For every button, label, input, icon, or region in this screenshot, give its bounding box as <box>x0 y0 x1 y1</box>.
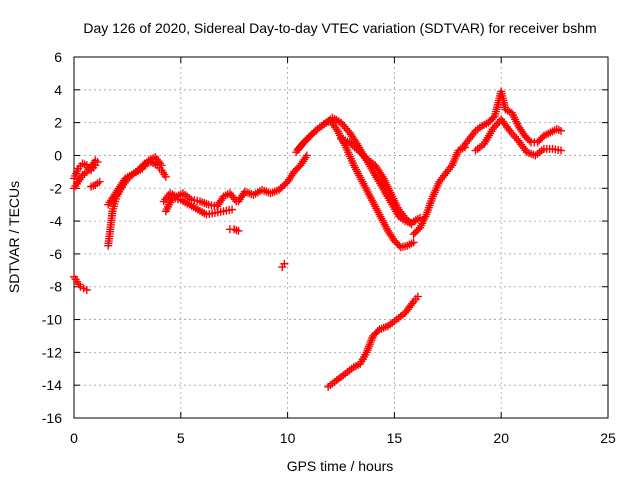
data-point-interp <box>408 299 417 308</box>
series-arc-rise <box>409 143 469 239</box>
x-axis-label: GPS time / hours <box>287 458 394 474</box>
data-point <box>557 146 566 155</box>
x-tick-label: 25 <box>600 430 616 446</box>
y-tick-label: -6 <box>50 246 63 262</box>
series-arc-hump-3 <box>337 135 416 229</box>
grid-lines <box>74 57 608 418</box>
plot-frame <box>73 56 609 419</box>
data-point <box>302 151 311 160</box>
series-arc-upper-2 <box>70 156 102 193</box>
series-arc-main-2 <box>104 153 166 209</box>
data-points <box>70 87 566 391</box>
y-tick-label: -12 <box>42 344 62 360</box>
series-arc-lone <box>278 259 289 272</box>
x-tick-label: 5 <box>177 430 185 446</box>
data-point <box>95 177 104 186</box>
data-point <box>93 158 102 167</box>
y-axis-label: SDTVAR / TECUs <box>6 181 22 293</box>
y-tick-label: -10 <box>42 312 62 328</box>
data-point-interp <box>405 218 414 227</box>
series-arc-mid-2 <box>161 194 237 219</box>
series-arc-late-1 <box>458 87 566 152</box>
data-point <box>280 259 289 268</box>
x-tick-label: 10 <box>280 430 296 446</box>
data-point <box>407 220 416 229</box>
series-arc-deep <box>324 292 422 391</box>
data-point <box>228 205 237 214</box>
y-tick-label: 4 <box>54 82 62 98</box>
data-point <box>557 126 566 135</box>
x-tick-label: 20 <box>493 430 509 446</box>
series-arc-mid-4 <box>234 151 311 206</box>
data-point <box>409 238 418 247</box>
y-tick-label: -16 <box>42 410 62 426</box>
x-tick-label: 15 <box>387 430 403 446</box>
x-tick-label: 0 <box>70 430 78 446</box>
series-arc-mid-3 <box>225 225 243 235</box>
y-tick-label: -2 <box>50 180 63 196</box>
y-tick-label: 0 <box>54 147 62 163</box>
data-point <box>413 292 422 301</box>
y-tick-label: -14 <box>42 377 62 393</box>
data-point <box>157 161 166 170</box>
y-tick-label: 6 <box>54 49 62 65</box>
series-arc-late-2 <box>471 115 566 160</box>
series-arc-upper-3 <box>87 177 104 191</box>
y-tick-label: -4 <box>50 213 63 229</box>
chart-title: Day 126 of 2020, Sidereal Day-to-day VTE… <box>83 20 596 36</box>
data-point <box>82 286 91 295</box>
data-point <box>161 172 170 181</box>
y-tick-label: 2 <box>54 115 62 131</box>
y-tick-label: -8 <box>50 279 63 295</box>
data-point <box>234 226 243 235</box>
series-arc-lower-early <box>70 272 91 295</box>
data-point-interp <box>525 136 534 145</box>
axis-ticks: 0 5 10 15 20 25 -16 -14 -12 -10 -8 -6 -4 -2 0 2 4 6 <box>42 49 616 446</box>
